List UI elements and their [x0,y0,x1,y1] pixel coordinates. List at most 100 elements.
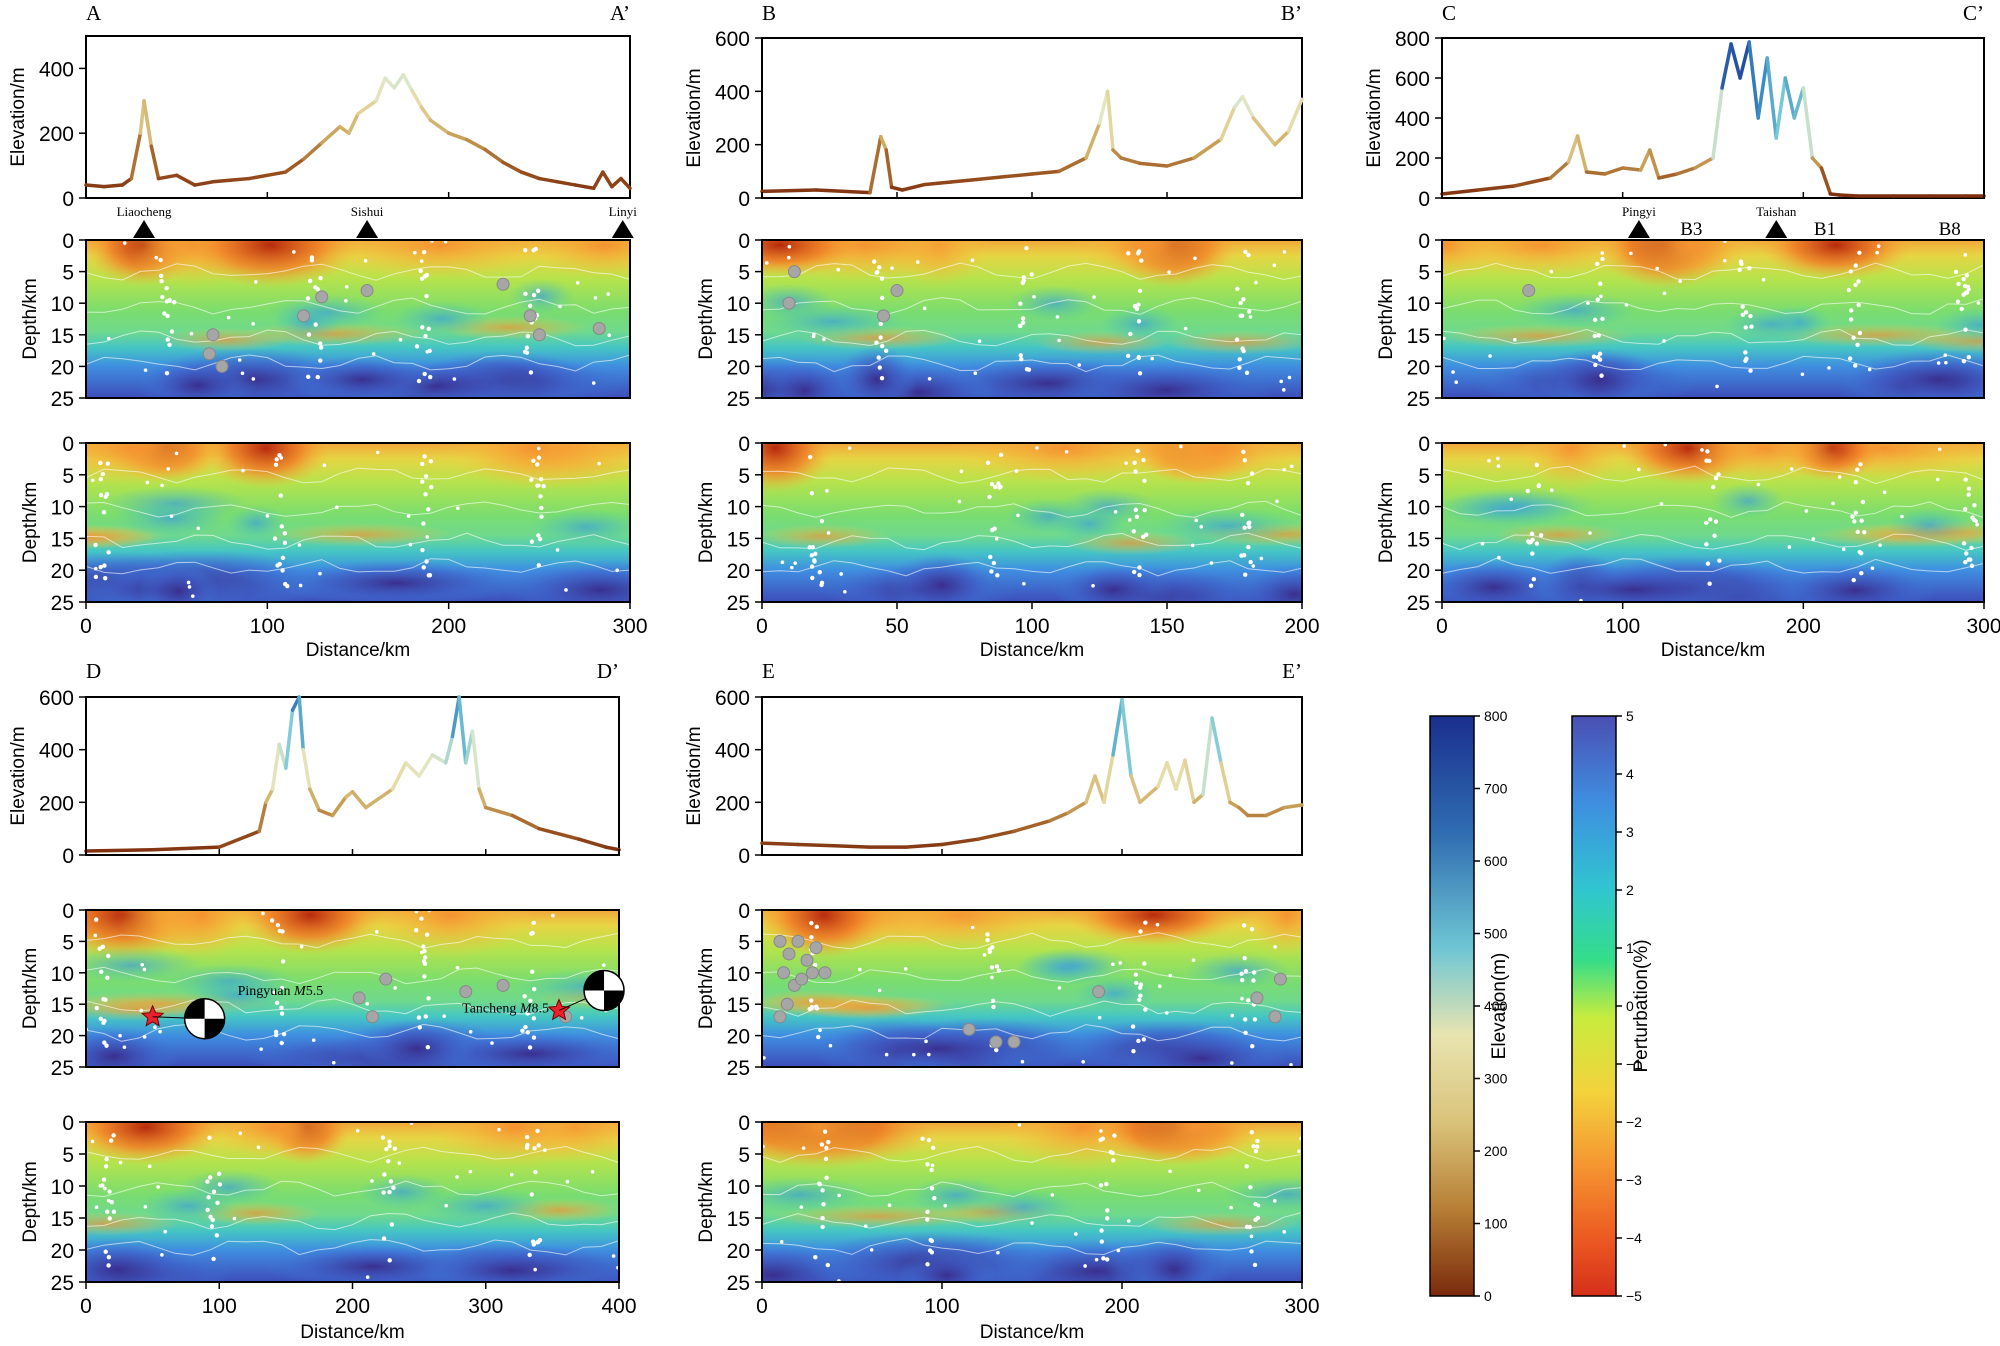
microseismic-event [1139,258,1144,263]
high-velocity-anomaly [137,358,258,398]
microseismic-event [539,514,544,519]
elevation-colorbar-tick-label: 800 [1484,708,1508,724]
microseismic-event [1831,501,1835,506]
microseismic-event [1141,457,1146,463]
elevation-segment [1102,753,1115,805]
depth-axis-label: Depth/km [1376,482,1397,563]
elevation-colorbar-tick-label: 700 [1484,781,1508,797]
microseismic-event [253,280,258,284]
microseismic-event [419,461,425,467]
perturbation-colorbar-tick-label: 1 [1626,940,1634,956]
microseismic-event [1137,288,1143,294]
high-velocity-anomaly [504,560,630,602]
elevation-segment [1192,137,1223,160]
elevation-segment [265,170,288,178]
microseismic-event [1251,978,1256,983]
microseismic-event [1882,490,1887,495]
elevation-segment [796,842,836,848]
microseismic-event [837,1193,841,1198]
microseismic-event [529,1192,534,1197]
depth-axis-tick-label: 25 [727,1272,750,1295]
elevation-segment [976,174,1007,182]
microseismic-event [1111,1158,1116,1163]
microseismic-event [275,563,280,568]
microseismic-event [381,1190,386,1195]
velocity-contour [762,1237,1302,1256]
microseismic-event [533,1267,537,1272]
microseismic-event [810,575,815,581]
depth-section-D-2 [86,1122,619,1282]
microseismic-event [1862,530,1867,535]
microseismic-event [1935,477,1940,482]
microseismic-event [1496,464,1501,468]
microseismic-event [1245,998,1251,1003]
microseismic-event [985,932,990,937]
microseismic-event [416,378,422,384]
elevation-axis-tick-label: 800 [1395,28,1430,51]
elevation-segment [879,134,888,152]
depth-axis-tick-label: 15 [727,1208,750,1231]
microseismic-event [1855,529,1860,535]
microseismic-event [1132,460,1137,466]
microseismic-event [206,1195,211,1200]
depth-axis-tick-label: 5 [738,465,750,488]
microseismic-event [208,1214,213,1220]
microseismic-event [102,1018,107,1024]
depth-axis-tick-label: 10 [727,293,750,316]
microseismic-event [392,1146,398,1151]
elevation-axis-tick-label: 0 [62,188,74,211]
depth-section-A-2 [86,443,630,602]
distance-axis-tick-label: 200 [431,615,466,638]
microseismic-event [1961,276,1966,282]
microseismic-event [1136,319,1142,324]
microseismic-event [106,1254,112,1260]
microseismic-event [1804,509,1809,513]
high-velocity-lens [1184,952,1291,989]
relocated-earthquake [496,277,510,291]
low-velocity-anomaly [1759,240,1913,281]
high-velocity-anomaly [1535,348,1665,398]
microseismic-event [1963,253,1968,257]
microseismic-event [1972,503,1977,508]
microseismic-event [140,962,144,967]
depth-axis-tick-label: 5 [738,262,750,285]
microseismic-event [1953,269,1959,275]
microseismic-event [1253,1148,1259,1154]
depth-axis-tick-label: 15 [51,994,74,1017]
relocated-earthquake [459,985,473,999]
low-velocity-anomaly [149,910,255,960]
relocated-earthquake [773,934,787,948]
microseismic-event [1859,518,1864,523]
microseismic-event [1970,515,1975,520]
depth-axis-tick-label: 20 [727,356,750,379]
microseismic-event [387,1189,392,1195]
microseismic-event [98,1016,104,1021]
microseismic-event [1743,358,1748,364]
microseismic-event [523,1024,528,1030]
elevation-segment [922,180,953,187]
microseismic-event [1717,558,1722,563]
relocated-earthquake [877,309,890,323]
depth-axis-tick-label: 15 [1407,528,1430,551]
elevation-segment [129,131,143,181]
elevation-axis-tick-label: 0 [62,845,74,868]
microseismic-event [1104,1181,1109,1187]
microseismic-event [824,1175,829,1181]
elevation-segment [1084,121,1102,160]
mid-crust-anomaly [1162,330,1302,355]
microseismic-event [1137,997,1142,1002]
microseismic-event [1242,955,1247,961]
microseismic-event [1229,1205,1233,1210]
elevation-segment [84,847,155,853]
microseismic-event [1529,531,1535,537]
elevation-segment [1084,774,1097,805]
elevation-segment [889,185,905,192]
elevation-segment [1119,156,1142,166]
microseismic-event [419,916,424,921]
depth-axes-frame [1441,239,1985,399]
microseismic-event [1164,1011,1169,1015]
microseismic-event [281,1031,287,1037]
microseismic-event [1249,1234,1254,1239]
microseismic-event [813,1004,819,1009]
microseismic-event [536,1143,541,1148]
